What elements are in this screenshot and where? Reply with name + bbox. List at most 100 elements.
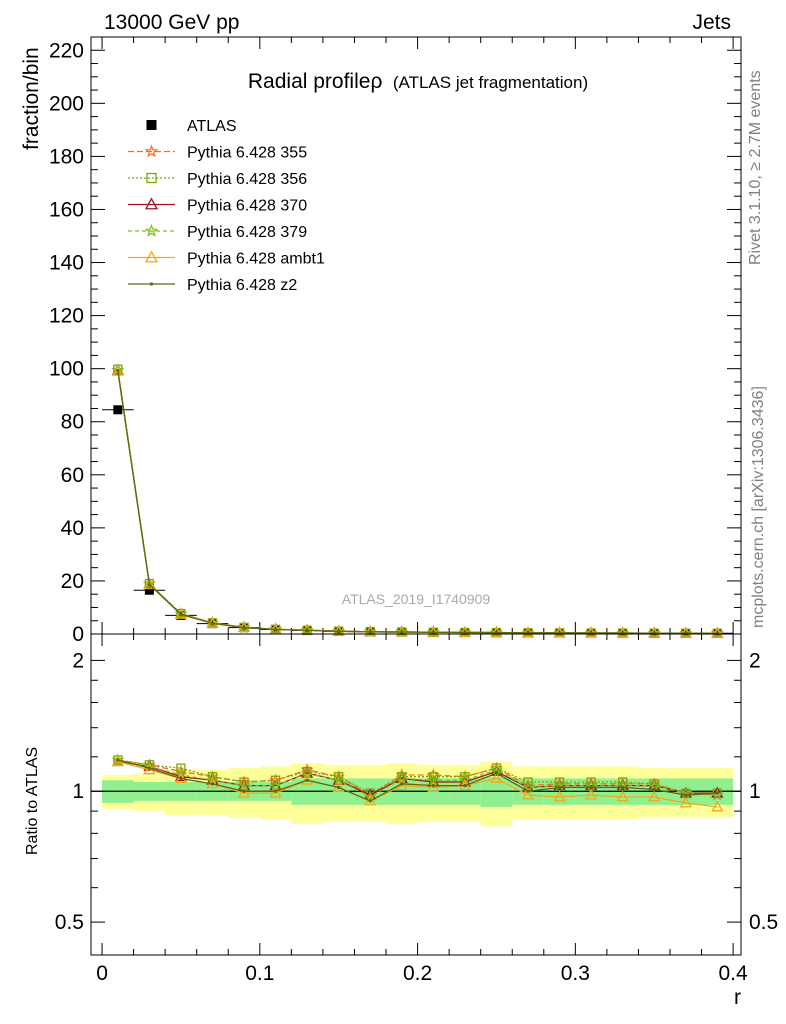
x-axis-label: r: [734, 986, 741, 1009]
ratio-ylabel: Ratio to ATLAS: [24, 747, 41, 855]
legend-label: Pythia 6.428 379: [187, 224, 307, 241]
y-tick-label: 180: [49, 145, 84, 168]
marker-dot: [273, 789, 278, 793]
main-title-main: Radial profileρ: [248, 70, 383, 93]
legend-label: Pythia 6.428 356: [187, 171, 307, 188]
main-ylabel: fraction/bin: [20, 47, 43, 150]
legend-label: Pythia 6.428 355: [187, 145, 307, 162]
marker-star: [710, 626, 724, 639]
marker-dot: [400, 630, 404, 634]
marker-dot: [305, 628, 309, 632]
marker-open-triangle: [521, 788, 535, 800]
marker-dot: [431, 784, 435, 788]
legend-label: Pythia 6.428 ambt1: [187, 251, 325, 268]
marker-dot: [526, 789, 530, 793]
marker-open-triangle: [458, 625, 471, 637]
marker-open-triangle: [679, 796, 692, 808]
marker-star: [332, 624, 346, 637]
marker-open-square: [146, 172, 157, 184]
marker-star: [647, 626, 661, 639]
marker-open-triangle: [237, 786, 251, 798]
marker-dot: [557, 785, 562, 790]
marker-square: [146, 120, 157, 130]
marker-dot: [368, 630, 372, 634]
marker-star: [679, 626, 693, 639]
header-left: 13000 GeV pp: [104, 11, 239, 34]
marker-dot: [431, 630, 435, 634]
legend-entry-6: Pythia 6.428 z2: [128, 277, 297, 294]
marker-dot: [368, 799, 372, 803]
y-tick-label: 220: [49, 39, 84, 62]
marker-dot: [715, 791, 719, 795]
ratio-series-line: [117, 759, 718, 798]
marker-open-triangle: [111, 364, 124, 376]
marker-dot: [147, 766, 151, 770]
marker-dot: [210, 782, 215, 786]
marker-dot: [652, 787, 656, 791]
marker-dot: [494, 630, 499, 635]
analysis-watermark: ATLAS_2019_I1740909: [342, 591, 491, 607]
marker-star: [144, 223, 159, 237]
ratio-y-tick-label-right: 2: [749, 649, 761, 672]
marker-open-triangle: [585, 788, 598, 800]
legend-label: Pythia 6.428 z2: [187, 277, 297, 294]
legend-entry-3: Pythia 6.428 370: [128, 197, 307, 215]
marker-star: [458, 773, 472, 786]
x-tick-label: 0.3: [561, 962, 590, 985]
marker-open-triangle: [711, 800, 724, 812]
marker-dot: [337, 785, 341, 790]
marker-open-triangle: [301, 773, 314, 785]
y-tick-label: 200: [49, 92, 84, 115]
marker-dot: [147, 582, 151, 586]
x-tick-label: 0.2: [403, 962, 432, 985]
marker-star: [269, 622, 282, 635]
legend-label: ATLAS: [187, 118, 237, 135]
marker-open-square: [523, 777, 533, 787]
marker-dot: [621, 785, 625, 790]
marker-dot: [337, 629, 341, 633]
y-tick-label: 120: [49, 305, 84, 328]
ratio-y-tick-label-right: 1: [749, 780, 761, 803]
marker-open-triangle: [427, 780, 440, 792]
x-tick-label: 0.1: [245, 962, 274, 985]
marker-open-square: [270, 775, 281, 785]
marker-square: [144, 585, 154, 595]
ratio-y-tick-label: 0.5: [55, 911, 84, 934]
main-title: Radial profileρ (ATLAS jet fragmentation…: [248, 70, 588, 93]
marker-star: [616, 626, 630, 639]
marker-open-triangle: [144, 197, 159, 210]
marker-dot: [242, 789, 246, 793]
series-line: [117, 370, 718, 634]
marker-star: [300, 623, 314, 636]
marker-star: [363, 790, 377, 803]
ratio-y-tick-label: 2: [72, 649, 84, 672]
main-panel: 0 20 40 60 80 100 120 140 160 180 200 220: [49, 36, 742, 646]
marker-open-triangle: [301, 766, 314, 778]
marker-open-triangle: [490, 771, 503, 783]
marker-dot: [589, 785, 593, 790]
y-tick-label: 60: [61, 464, 84, 487]
marker-dot: [273, 627, 278, 632]
y-tick-label: 0: [72, 623, 84, 646]
marker-star: [237, 620, 251, 633]
marker-square: [113, 405, 123, 415]
legend-entry-0: ATLAS: [146, 118, 237, 135]
marker-open-triangle: [143, 578, 156, 590]
legend-entry-2: Pythia 6.428 356: [128, 171, 307, 188]
y-tick-label: 100: [49, 358, 84, 381]
legend-entry-4: Pythia 6.428 379: [128, 223, 307, 241]
ratio-series-line: [117, 759, 718, 794]
legend: ATLAS Pythia 6.428 355 Pythia 6.428 356 Pyt…: [128, 118, 325, 294]
ratio-y-tick-label: 1: [72, 780, 84, 803]
marker-open-triangle: [553, 779, 566, 791]
marker-star: [206, 616, 219, 629]
marker-open-triangle: [616, 790, 629, 802]
marker-dot: [149, 282, 154, 286]
marker-open-triangle: [174, 607, 187, 619]
ratio-y-tick-label-right: 0.5: [749, 911, 778, 934]
legend-entry-1: Pythia 6.428 355: [128, 144, 307, 162]
rivet-version-label: Rivet 3.1.10, ≥ 2.7M events: [747, 70, 764, 265]
main-title-sub: (ATLAS jet fragmentation): [393, 73, 588, 92]
legend-label: Pythia 6.428 370: [187, 198, 307, 215]
